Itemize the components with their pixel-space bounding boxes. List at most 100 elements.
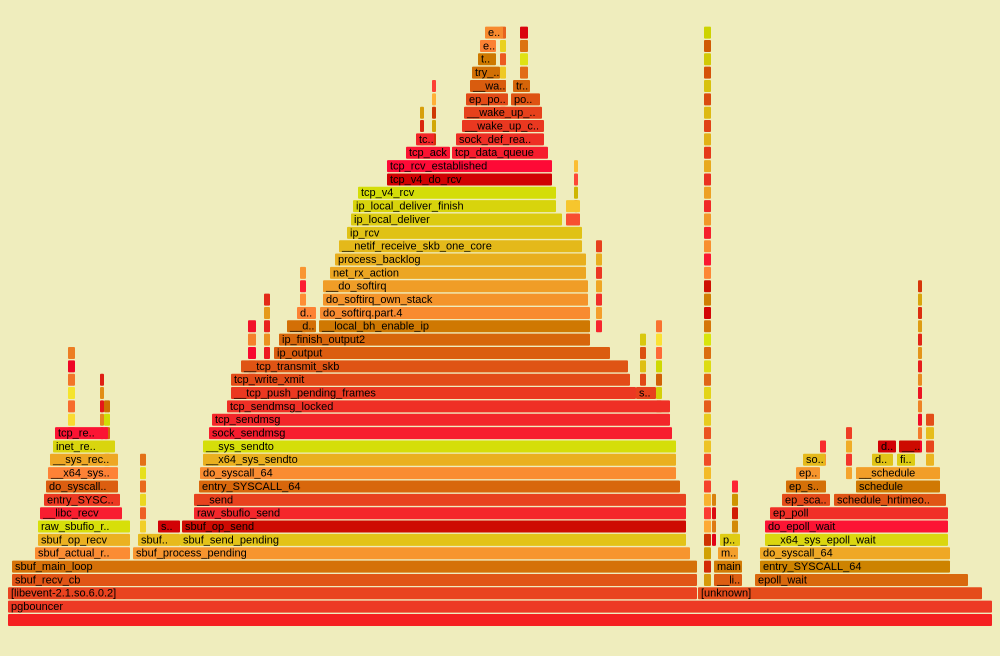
frame: raw_sbufio_r.. (38, 520, 130, 533)
frame-sliver (596, 266, 602, 279)
frame-box (231, 373, 630, 386)
frame-sliver (500, 39, 506, 52)
frame-label: tcp_sendmsg (215, 414, 280, 426)
frame-box (12, 573, 697, 586)
frame: __schedule (856, 467, 940, 480)
frame-box (872, 453, 893, 466)
frame-sliver (704, 427, 711, 440)
frame-label: ip_local_deliver (354, 214, 430, 226)
frame-sliver (926, 453, 934, 466)
frame-sliver (140, 520, 146, 533)
frame-sliver (918, 333, 922, 346)
frame: d.. (872, 453, 893, 466)
frame-box (8, 600, 992, 613)
frame: ip_local_deliver (351, 213, 562, 226)
frame-sliver (68, 413, 75, 426)
frame-box (212, 413, 670, 426)
frame-sliver (704, 507, 711, 520)
frame-sliver (596, 320, 602, 333)
frame-label: entry_SYSC.. (47, 494, 114, 506)
frame-sliver (500, 66, 506, 79)
frame-box (44, 493, 120, 506)
frame-box (50, 453, 118, 466)
frame-box (803, 453, 825, 466)
frame-box (387, 160, 552, 173)
frame-box (323, 280, 588, 293)
frame-sliver (656, 333, 662, 346)
frame-sliver (596, 280, 602, 293)
frame-sliver (704, 440, 711, 453)
frame-box (796, 467, 820, 480)
frame-box (12, 560, 697, 573)
frame-sliver (640, 347, 646, 359)
frame-box (462, 120, 544, 133)
frame: [unknown] (698, 587, 982, 600)
frame: schedule_hrtimeo.. (834, 493, 946, 506)
frame-sliver (704, 160, 711, 173)
frame-sliver (596, 306, 602, 319)
frame-sliver (68, 360, 75, 373)
frame-label: __sys_rec.. (52, 454, 109, 466)
frame-label: e.. (488, 27, 500, 39)
frame-label: sbuf_send_pending (183, 534, 279, 546)
frame-sliver (704, 400, 711, 413)
frame-sliver (704, 306, 711, 319)
frame: m.. (718, 547, 738, 560)
frame: tcp_rcv_established (387, 160, 552, 173)
frame-label: __x64_sys.. (50, 468, 110, 480)
frame-sliver (104, 400, 110, 413)
frame-box (203, 440, 676, 453)
frame-sliver (918, 320, 922, 333)
frame-box (138, 533, 180, 546)
frame-box (878, 440, 896, 453)
frame-box (46, 480, 118, 493)
frame-sliver (100, 373, 104, 386)
frame-label: epoll_wait (758, 574, 807, 586)
frame: tc.. (416, 133, 434, 146)
frame-box (297, 306, 316, 319)
frame-sliver (566, 200, 580, 213)
frame-sliver (420, 120, 424, 133)
frame-sliver (712, 507, 716, 520)
frame-label: ip_finish_output2 (282, 334, 365, 346)
frame-box (387, 173, 552, 186)
frame: __tcp_transmit_skb (241, 360, 628, 373)
frame: entry_SYSC.. (44, 493, 120, 506)
frame: sock_def_rea.. (456, 133, 544, 146)
frame: do_syscall.. (46, 480, 118, 493)
frame: sbuf_process_pending (133, 547, 690, 560)
frame: __x64_sys.. (48, 467, 118, 480)
frame: ip_rcv (347, 226, 582, 239)
frame-sliver (704, 39, 711, 52)
frame-sliver (100, 400, 104, 413)
frame-sliver (704, 93, 711, 106)
frame: __libc_recv (40, 507, 122, 520)
frame-box (770, 507, 948, 520)
frame-sliver (704, 200, 711, 213)
frame-label: tcp_rcv_established (390, 161, 487, 173)
frame-sliver (596, 240, 602, 253)
frame-sliver (918, 413, 922, 426)
frame: tcp_v4_do_rcv (387, 173, 552, 186)
frame-sliver (520, 39, 528, 52)
frame-label: entry_SYSCALL_64 (202, 481, 300, 493)
frame-label: ep_sca.. (785, 494, 827, 506)
frame-box (55, 427, 108, 440)
frame-sliver (100, 413, 104, 426)
frame-label: __x64_sys_sendto (205, 454, 298, 466)
frame-box (511, 93, 540, 106)
frame-sliver (68, 347, 75, 359)
frame-sliver (704, 280, 711, 293)
frame: tcp_sendmsg (212, 413, 670, 426)
frame-sliver (926, 427, 934, 440)
frame-sliver (712, 520, 716, 533)
frame-sliver (596, 253, 602, 266)
frame-box (456, 133, 544, 146)
frame-box (897, 453, 915, 466)
frame-sliver (732, 520, 738, 533)
frame-sliver (300, 266, 306, 279)
frame-sliver (704, 533, 711, 546)
frame-label: ep_s.. (789, 481, 819, 493)
frame-box (478, 53, 496, 66)
frame: e.. (480, 39, 496, 52)
